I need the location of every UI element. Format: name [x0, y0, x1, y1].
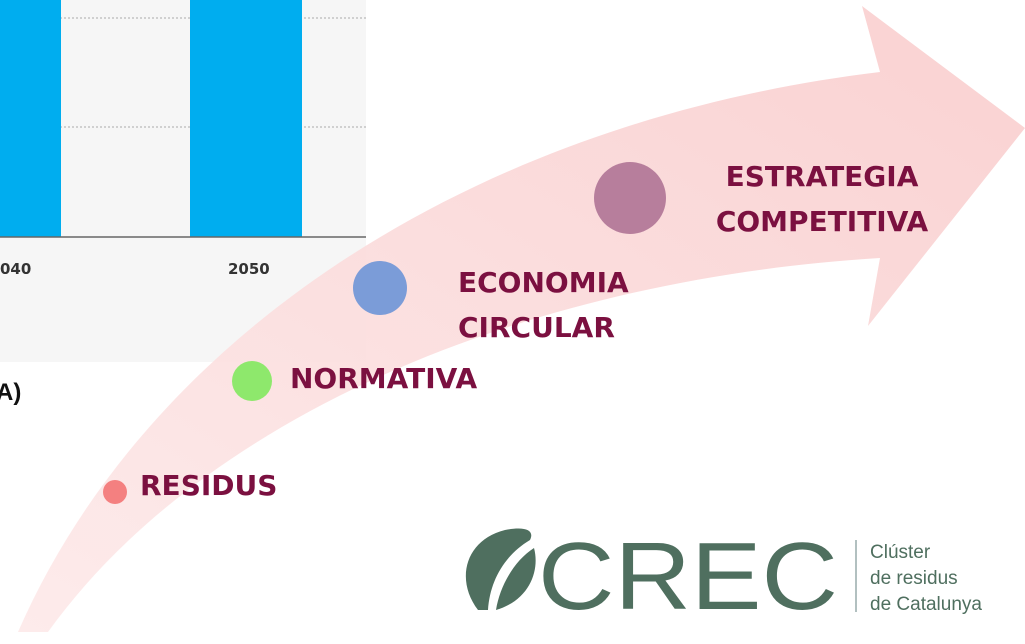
stage-dot — [594, 162, 666, 234]
stage-label: NORMATIVA — [290, 362, 477, 395]
stage-label: RESIDUS — [140, 469, 277, 502]
logo-tagline: de Catalunya — [870, 594, 982, 615]
logo-tagline: Clúster — [870, 542, 931, 563]
arrow — [18, 6, 1025, 632]
stage-label: ECONOMIA — [458, 266, 629, 299]
caption: A) — [0, 379, 21, 406]
logo-name: CREC — [538, 523, 838, 630]
x-label: 040 — [0, 260, 31, 278]
stage-label: ESTRATEGIA — [726, 160, 919, 193]
stage-dot — [353, 261, 407, 315]
bar — [0, 0, 61, 237]
stage-dot — [103, 480, 127, 504]
logo-leaf — [465, 528, 536, 610]
logo-tagline: de residus — [870, 568, 958, 589]
bar — [190, 0, 302, 237]
stage-label: COMPETITIVA — [716, 205, 929, 238]
stage-label: CIRCULAR — [458, 311, 615, 344]
x-label: 2050 — [228, 260, 270, 278]
stage-dot — [232, 361, 272, 401]
